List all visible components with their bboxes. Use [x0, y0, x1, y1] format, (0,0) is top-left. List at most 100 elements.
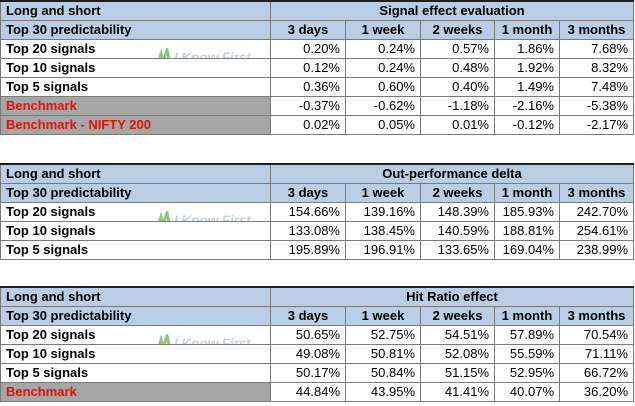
- column-header: 1 month: [494, 19, 560, 40]
- cell-value: 0.02%: [270, 114, 346, 135]
- cell-value: 52.08%: [420, 343, 495, 364]
- row-label: Top 5 signals: [0, 76, 271, 97]
- column-header: 3 months: [558, 19, 635, 40]
- column-header: 2 weeks: [420, 305, 495, 326]
- cell-value: -0.12%: [494, 114, 560, 135]
- table-row: Benchmark -0.37% -0.62% -1.18% -2.16% -5.38%: [0, 95, 635, 116]
- cell-value: 71.11%: [559, 343, 634, 364]
- cell-value: 139.16%: [345, 201, 421, 222]
- header-left-label: Long and short: [0, 163, 271, 184]
- cell-value: 57.89%: [494, 324, 560, 345]
- table-title: Hit Ratio effect: [270, 286, 634, 307]
- cell-value: 7.48%: [558, 76, 635, 97]
- cell-value: -1.18%: [420, 95, 495, 116]
- cell-value: 50.81%: [345, 343, 421, 364]
- benchmark-label: Benchmark: [0, 95, 271, 116]
- table-block-3: Long and short Hit Ratio effect Top 30 pre…: [0, 286, 634, 402]
- cell-value: 195.89%: [270, 239, 346, 260]
- cell-value: 1.92%: [494, 57, 560, 78]
- cell-value: 49.08%: [270, 343, 346, 364]
- table-row: Top 5 signals 50.17% 50.84% 51.15% 52.95% 66.…: [0, 362, 634, 383]
- cell-value: 52.75%: [345, 324, 421, 345]
- table-row: Top 20 signals I Know FirstDaily Market F…: [0, 38, 635, 59]
- i-know-first-logo: I Know FirstDaily Market Forecast: [152, 47, 270, 58]
- column-header: 3 days: [270, 182, 346, 203]
- cell-value: 0.24%: [345, 57, 421, 78]
- row-label: Top 20 signals I Know FirstDaily Market F…: [0, 38, 271, 59]
- cell-value: 188.81%: [494, 220, 560, 241]
- header-left-label: Long and short: [0, 286, 271, 307]
- cell-value: 0.57%: [420, 38, 495, 59]
- row-label: Top 10 signals: [0, 343, 271, 364]
- cell-value: 0.05%: [345, 114, 421, 135]
- cell-value: 40.07%: [494, 381, 560, 402]
- column-header: 1 month: [494, 305, 560, 326]
- cell-value: 52.95%: [494, 362, 560, 383]
- cell-value: -2.16%: [494, 95, 560, 116]
- cell-value: 148.39%: [420, 201, 495, 222]
- cell-value: 43.95%: [345, 381, 421, 402]
- cell-value: -5.38%: [558, 95, 635, 116]
- cell-value: 70.54%: [559, 324, 634, 345]
- cell-value: 238.99%: [558, 239, 635, 260]
- benchmark-label: Benchmark - NIFTY 200: [0, 114, 271, 135]
- column-header: 2 weeks: [420, 182, 495, 203]
- cell-value: 1.49%: [494, 76, 560, 97]
- cell-value: 0.24%: [345, 38, 421, 59]
- column-header: 3 months: [558, 182, 635, 203]
- cell-value: 133.08%: [270, 220, 346, 241]
- cell-value: 54.51%: [420, 324, 495, 345]
- data-table: Long and short Hit Ratio effect Top 30 pre…: [0, 286, 634, 402]
- cell-value: 50.84%: [345, 362, 421, 383]
- cell-value: -0.62%: [345, 95, 421, 116]
- cell-value: 140.59%: [420, 220, 495, 241]
- cell-value: 50.17%: [270, 362, 346, 383]
- i-know-first-logo: I Know FirstDaily Market Forecast: [152, 210, 270, 221]
- cell-value: 44.84%: [270, 381, 346, 402]
- cell-value: -0.37%: [270, 95, 346, 116]
- row-label: Top 5 signals: [0, 239, 271, 260]
- column-header: 3 days: [270, 305, 346, 326]
- cell-value: 242.70%: [558, 201, 635, 222]
- i-know-first-logo: I Know FirstDaily Market Forecast: [152, 333, 270, 344]
- cell-value: 0.01%: [420, 114, 495, 135]
- subheader-left-label: Top 30 predictability: [0, 182, 271, 203]
- data-table: Long and short Signal effect evaluation To…: [0, 0, 635, 135]
- row-label: Top 10 signals: [0, 220, 271, 241]
- cell-value: 55.59%: [494, 343, 560, 364]
- logo-name: I Know First: [174, 211, 251, 221]
- cell-value: 254.61%: [558, 220, 635, 241]
- row-label-text: Top 20 signals: [6, 41, 96, 56]
- table-row: Top 10 signals 0.12% 0.24% 0.48% 1.92% 8.32%: [0, 57, 635, 78]
- cell-value: 185.93%: [494, 201, 560, 222]
- benchmark-label: Benchmark: [0, 381, 271, 402]
- subheader-left-label: Top 30 predictability: [0, 305, 271, 326]
- cell-value: 196.91%: [345, 239, 421, 260]
- cell-value: 0.40%: [420, 76, 495, 97]
- table-row: Top 10 signals 133.08% 138.45% 140.59% 188.8…: [0, 220, 635, 241]
- table-row: Top 5 signals 0.36% 0.60% 0.40% 1.49% 7.48%: [0, 76, 635, 97]
- row-label: Top 5 signals: [0, 362, 271, 383]
- logo-name: I Know First: [174, 48, 251, 58]
- table-row: Top 5 signals 195.89% 196.91% 133.65% 169.04…: [0, 239, 635, 260]
- row-label: Top 20 signals I Know FirstDaily Market F…: [0, 201, 271, 222]
- cell-value: 51.15%: [420, 362, 495, 383]
- row-label-text: Top 20 signals: [6, 204, 96, 219]
- table-row: Top 10 signals 49.08% 50.81% 52.08% 55.59% 71…: [0, 343, 634, 364]
- row-label-text: Top 20 signals: [6, 327, 96, 342]
- table-row: Top 20 signals I Know FirstDaily Market F…: [0, 324, 634, 345]
- column-header: 3 days: [270, 19, 346, 40]
- column-header: 3 months: [559, 305, 634, 326]
- logo-name: I Know First: [174, 334, 251, 344]
- cell-value: 66.72%: [559, 362, 634, 383]
- cell-value: 8.32%: [558, 57, 635, 78]
- cell-value: 0.36%: [270, 76, 346, 97]
- cell-value: 36.20%: [559, 381, 634, 402]
- cell-value: -2.17%: [558, 114, 635, 135]
- column-header: 1 week: [345, 19, 421, 40]
- table-title: Out-performance delta: [269, 163, 635, 184]
- column-header: 1 month: [494, 182, 560, 203]
- cell-value: 154.66%: [270, 201, 346, 222]
- header-left-label: Long and short: [0, 0, 271, 21]
- cell-value: 0.12%: [270, 57, 346, 78]
